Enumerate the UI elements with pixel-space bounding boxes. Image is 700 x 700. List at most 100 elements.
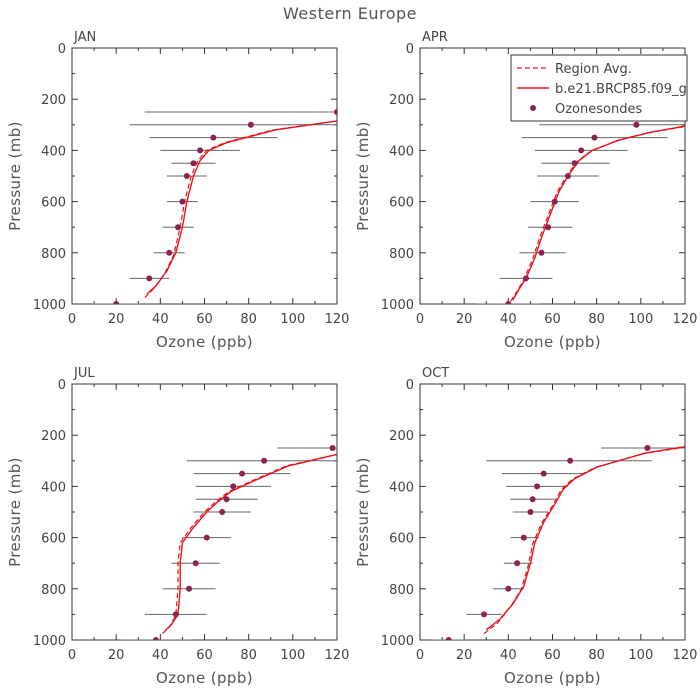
x-tick-label: 60 bbox=[196, 648, 213, 663]
x-tick-label: 40 bbox=[152, 648, 169, 663]
sonde-point bbox=[633, 121, 640, 128]
sonde-point bbox=[571, 160, 578, 167]
sonde-point bbox=[172, 611, 179, 618]
sonde-point bbox=[644, 445, 651, 451]
sonde-point bbox=[179, 198, 186, 205]
sonde-point bbox=[183, 173, 190, 179]
y-tick-label: 600 bbox=[41, 196, 66, 211]
plot-area bbox=[91, 109, 337, 304]
y-tick-label: 800 bbox=[41, 247, 66, 262]
sonde-point bbox=[591, 134, 598, 141]
panel-jul: 0 20 40 60 80 100 120 0 200 400 600 800 1000 JUL Ozone… bbox=[6, 366, 349, 687]
x-tick-label: 40 bbox=[152, 312, 169, 327]
sonde-point bbox=[523, 275, 529, 282]
y-tick-label: 800 bbox=[41, 583, 66, 598]
sonde-point bbox=[152, 637, 159, 640]
sonde-point bbox=[175, 224, 181, 231]
y-tick-label: 600 bbox=[389, 532, 414, 547]
sonde-point bbox=[261, 457, 268, 464]
sonde-point bbox=[219, 509, 226, 515]
sonde-point bbox=[545, 224, 552, 231]
x-tick-label: 100 bbox=[628, 312, 653, 327]
sonde-point bbox=[540, 470, 547, 477]
plot-frame bbox=[419, 383, 686, 641]
panel-label: JAN bbox=[73, 30, 96, 45]
panel-label: APR bbox=[422, 30, 448, 45]
sonde-point bbox=[192, 560, 199, 567]
y-tick-label: 1000 bbox=[33, 298, 66, 313]
sonde-point bbox=[534, 483, 541, 490]
x-tick-label: 0 bbox=[68, 648, 76, 663]
legend-sonde-swatch bbox=[530, 105, 536, 111]
sonde-point bbox=[520, 534, 527, 541]
model-line bbox=[164, 453, 337, 632]
sonde-point bbox=[527, 509, 534, 515]
sonde-point bbox=[481, 611, 488, 618]
legend: Region Avg. b.e21.BRCP85.f09_g Ozonesondes bbox=[510, 54, 688, 122]
sonde-point bbox=[113, 301, 120, 304]
legend-sonde-label: Ozonesondes bbox=[555, 102, 642, 117]
plot-area bbox=[120, 445, 337, 640]
sonde-point bbox=[514, 560, 521, 567]
x-tick-label: 80 bbox=[588, 312, 605, 327]
sonde-point bbox=[538, 249, 545, 256]
y-tick-label: 400 bbox=[389, 144, 414, 159]
region-avg-line bbox=[483, 446, 685, 635]
plot-area bbox=[431, 445, 685, 640]
x-tick-label: 80 bbox=[240, 648, 257, 663]
panel-label: JUL bbox=[73, 366, 95, 381]
y-tick-label: 200 bbox=[41, 93, 66, 108]
sonde-point bbox=[190, 160, 197, 167]
sonde-point bbox=[197, 147, 204, 154]
sonde-point bbox=[239, 470, 246, 477]
region-avg-line bbox=[162, 453, 337, 635]
x-tick-label: 80 bbox=[240, 312, 257, 327]
x-tick-label: 120 bbox=[325, 312, 350, 327]
panel-apr: 0 20 40 60 80 100 120 0 200 400 600 800 1000 APR Ozone… bbox=[354, 30, 697, 351]
x-axis-label: Ozone (ppb) bbox=[156, 333, 253, 351]
sonde-point bbox=[166, 249, 173, 256]
x-tick-label: 60 bbox=[544, 648, 561, 663]
figure-title: Western Europe bbox=[283, 4, 417, 23]
sonde-point bbox=[146, 275, 153, 282]
y-tick-label: 0 bbox=[406, 378, 414, 393]
y-tick-label: 1000 bbox=[33, 634, 66, 649]
x-tick-label: 0 bbox=[416, 312, 424, 327]
sonde-point bbox=[529, 496, 536, 503]
y-tick-label: 1000 bbox=[381, 298, 414, 313]
x-tick-label: 40 bbox=[500, 648, 517, 663]
y-tick-label: 1000 bbox=[381, 634, 414, 649]
panel-jan: 0 20 40 60 80 100 120 0 200 400 600 800 1000 JAN Ozone… bbox=[6, 30, 350, 351]
y-tick-label: 800 bbox=[389, 247, 414, 262]
x-axis-label: Ozone (ppb) bbox=[504, 669, 601, 687]
sonde-point bbox=[564, 173, 571, 179]
y-tick-label: 0 bbox=[58, 378, 66, 393]
x-axis-label: Ozone (ppb) bbox=[504, 333, 601, 351]
x-tick-label: 100 bbox=[280, 648, 305, 663]
sonde-point bbox=[445, 637, 452, 640]
x-tick-label: 60 bbox=[544, 312, 561, 327]
y-tick-label: 200 bbox=[389, 429, 414, 444]
x-tick-label: 20 bbox=[108, 648, 125, 663]
sonde-point bbox=[203, 534, 210, 541]
x-axis-label: Ozone (ppb) bbox=[156, 669, 253, 687]
panel-oct: 0 20 40 60 80 100 120 0 200 400 600 800 1000 OCT Ozone… bbox=[354, 366, 697, 687]
x-tick-label: 120 bbox=[673, 312, 698, 327]
sonde-point bbox=[578, 147, 585, 154]
x-tick-label: 100 bbox=[280, 312, 305, 327]
x-tick-label: 40 bbox=[500, 312, 517, 327]
y-tick-label: 0 bbox=[58, 42, 66, 57]
y-tick-label: 0 bbox=[406, 42, 414, 57]
x-tick-label: 0 bbox=[68, 312, 76, 327]
y-tick-label: 200 bbox=[41, 429, 66, 444]
y-tick-label: 400 bbox=[41, 144, 66, 159]
legend-region-label: Region Avg. bbox=[555, 62, 632, 77]
y-axis-label: Pressure (mb) bbox=[6, 457, 24, 567]
region-avg-line bbox=[510, 126, 685, 302]
x-tick-label: 100 bbox=[628, 648, 653, 663]
sonde-point bbox=[223, 496, 230, 503]
sonde-point bbox=[505, 585, 512, 592]
y-tick-label: 600 bbox=[389, 196, 414, 211]
y-tick-label: 400 bbox=[389, 480, 414, 495]
